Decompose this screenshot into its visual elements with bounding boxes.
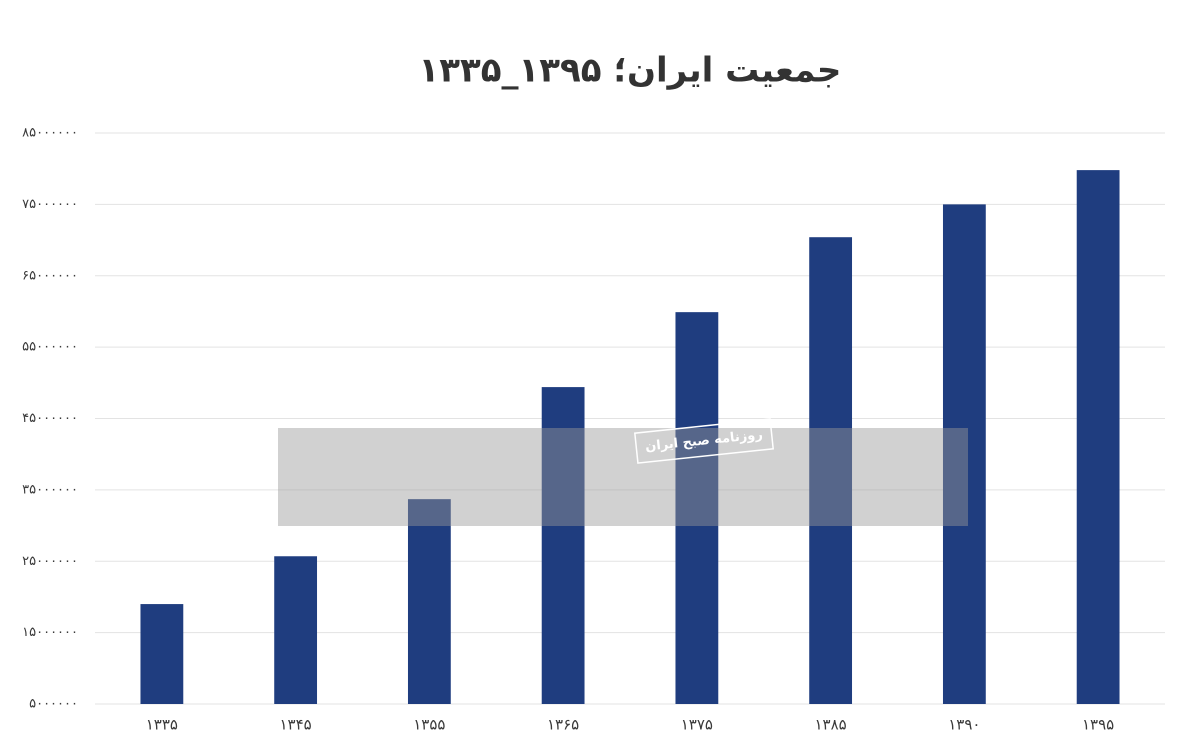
y-tick-label: ۸۵۰۰۰۰۰۰ [22, 126, 78, 141]
bar [541, 387, 585, 704]
y-tick-label: ۶۵۰۰۰۰۰۰ [22, 268, 78, 283]
bar [1076, 170, 1120, 705]
bar [407, 499, 451, 704]
x-tick-label: ۱۳۹۰ [948, 716, 980, 734]
y-tick-label: ۴۵۰۰۰۰۰۰ [22, 411, 78, 426]
bar [675, 312, 719, 704]
y-tick-label: ۵۰۰۰۰۰۰ [29, 697, 78, 712]
y-tick-label: ۵۵۰۰۰۰۰۰ [22, 340, 78, 355]
chart-title: جمعیت ایران؛ ۱۳۹۵_۱۳۳۵ [419, 51, 842, 91]
bar [942, 204, 986, 704]
x-tick-label: ۱۳۸۵ [815, 716, 847, 734]
bar [140, 604, 184, 704]
x-tick-label: ۱۳۳۵ [146, 716, 178, 734]
y-tick-label: ۷۵۰۰۰۰۰۰ [22, 197, 78, 212]
y-tick-label: ۱۵۰۰۰۰۰۰ [22, 625, 78, 640]
x-tick-label: ۱۳۵۵ [413, 716, 445, 734]
x-tick-label: ۱۳۶۵ [547, 716, 579, 734]
bar [809, 237, 853, 704]
x-tick-label: ۱۳۴۵ [280, 716, 312, 734]
y-tick-label: ۳۵۰۰۰۰۰۰ [22, 482, 78, 497]
watermark-band [278, 428, 968, 526]
y-tick-label: ۲۵۰۰۰۰۰۰ [22, 554, 78, 569]
x-tick-label: ۱۳۹۵ [1082, 716, 1114, 734]
watermark-tag [633, 418, 775, 464]
x-tick-label: ۱۳۷۵ [681, 716, 713, 734]
bar [274, 556, 318, 704]
